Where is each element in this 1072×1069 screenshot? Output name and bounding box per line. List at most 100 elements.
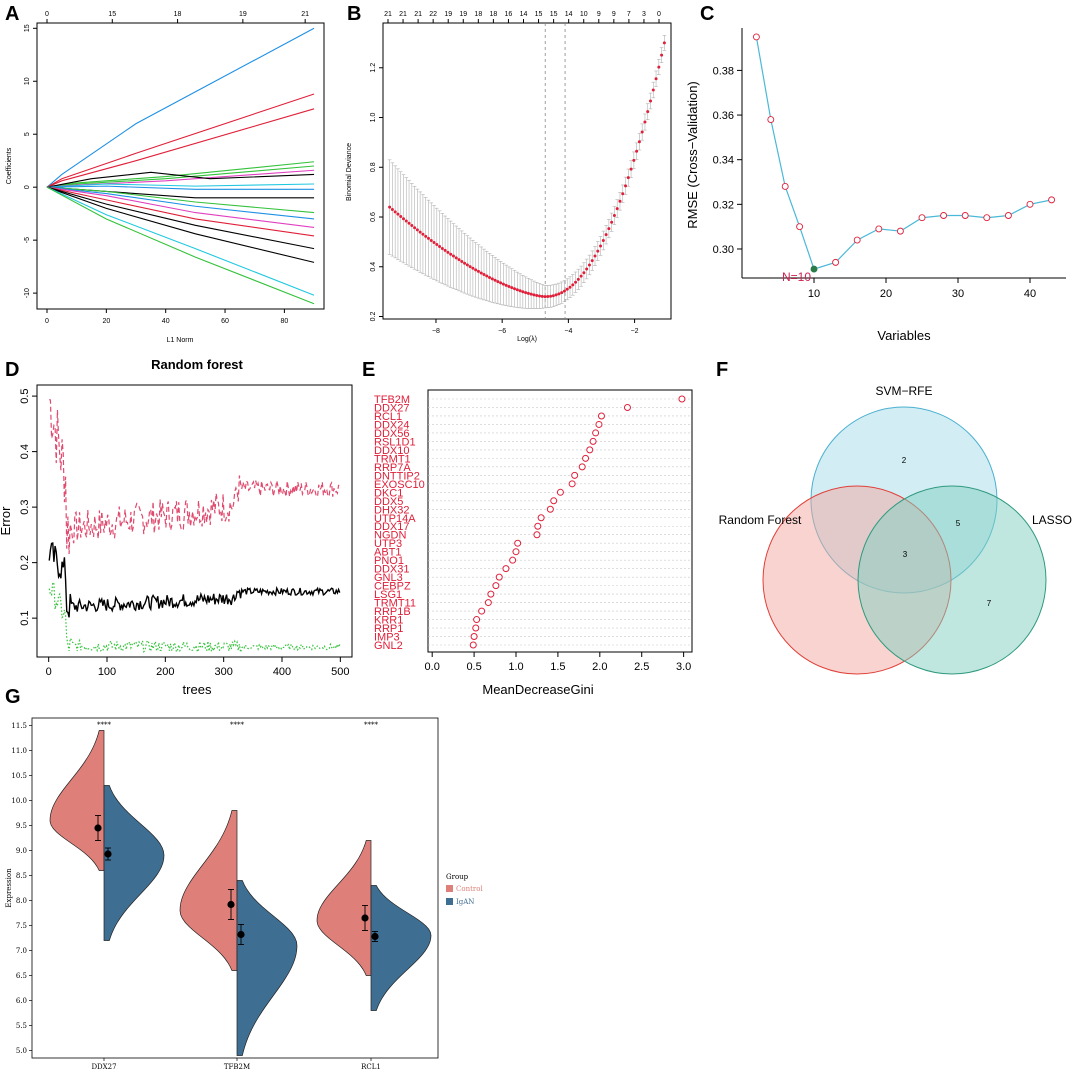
b-cv-point — [560, 291, 564, 295]
panel-b-points — [387, 35, 667, 309]
panel-e-xticks: 0.0 0.5 1.0 1.5 2.0 2.5 3.0 — [425, 652, 691, 673]
d-series-class1 — [49, 399, 341, 554]
g-violin-igan-rcl1 — [370, 885, 432, 1011]
e-gini-point — [478, 607, 486, 615]
e-gini-point — [502, 565, 510, 573]
venn-count-lasso-only: 7 — [987, 599, 992, 608]
panel-d-xticks: 0 100 200 300 400 500 — [46, 657, 350, 678]
b-cv-point — [582, 271, 586, 275]
panel-a-yticks: -10 -5 0 5 10 15 — [24, 24, 37, 298]
lasso-path-green3 — [46, 186, 315, 214]
g-violin-igan-tfb2m — [236, 880, 298, 1056]
b-cv-point — [612, 214, 616, 218]
c-xtick-label: 30 — [952, 288, 964, 300]
c-rmse-point — [940, 212, 948, 219]
panel-c-annotation: N=10 — [782, 270, 811, 284]
b-ytick-label: 1.2 — [370, 63, 377, 73]
b-cv-point — [435, 243, 439, 247]
a-ytick-label: 15 — [24, 24, 31, 32]
b-cv-point — [518, 289, 522, 293]
e-gini-point — [472, 624, 480, 632]
b-cv-point — [507, 285, 511, 289]
lasso-path-green4 — [46, 186, 315, 305]
panel-g-frame — [31, 717, 439, 1059]
e-gene-label: CEBPZ — [374, 581, 411, 593]
b-cv-point — [651, 88, 655, 92]
b-cv-point — [457, 258, 461, 262]
b-cv-point — [490, 277, 494, 281]
e-gene-label: IMP3 — [374, 632, 400, 644]
g-xtick-label: TFB2M — [224, 1063, 250, 1069]
e-gene-label: KRR1 — [374, 615, 403, 627]
b-ytick-label: 0.4 — [370, 262, 377, 272]
e-gene-label: GNL3 — [374, 572, 403, 584]
lasso-path-red1 — [46, 93, 315, 188]
a-toptick-label: 15 — [108, 11, 116, 18]
lasso-path-blue2 — [46, 185, 315, 190]
b-cv-point — [488, 275, 492, 279]
c-rmse-point — [961, 212, 969, 219]
panel-a-top-ticks: 0 15 18 19 21 — [45, 11, 309, 23]
e-xtick-label: 2.0 — [592, 661, 607, 673]
b-cv-point — [493, 278, 497, 282]
b-cv-point — [646, 110, 650, 114]
b-cv-point — [499, 281, 503, 285]
g-ytick-label: 11.5 — [11, 722, 27, 730]
b-cv-point — [474, 268, 478, 272]
g-xtick-label: DDX27 — [91, 1063, 116, 1069]
b-cv-point — [401, 217, 405, 221]
venn-label-random-forest: Random Forest — [719, 513, 802, 527]
e-gini-point — [578, 463, 586, 471]
lasso-path-magenta2 — [46, 186, 315, 228]
a-xtick-label: 60 — [221, 318, 229, 325]
e-gene-label: RCL1 — [374, 411, 402, 423]
e-gini-point — [568, 480, 576, 488]
c-rmse-point — [781, 183, 789, 190]
b-cv-point — [465, 263, 469, 267]
legend-swatch-control — [446, 885, 453, 892]
panel-d-frame — [36, 384, 353, 658]
b-cv-point — [524, 291, 528, 295]
panel-b-ylabel: Binomial Deviance — [346, 143, 353, 201]
panel-label-f: F — [716, 359, 728, 381]
legend-label-control: Control — [456, 885, 483, 893]
b-cv-point — [576, 277, 580, 281]
b-toptick-label: 22 — [429, 11, 437, 18]
e-xtick-label: 2.5 — [634, 661, 649, 673]
c-rmse-point — [767, 116, 775, 123]
b-toptick-label: 21 — [399, 11, 407, 18]
b-cv-point — [443, 248, 447, 252]
e-gini-point — [550, 497, 558, 505]
b-cv-point — [554, 293, 558, 297]
panel-b-xticks: −8 −6 −4 −2 — [432, 319, 639, 335]
e-gini-point — [514, 539, 522, 547]
g-ytick-label: 7.0 — [16, 947, 27, 955]
b-cv-point — [587, 263, 591, 267]
lasso-path-cyan1 — [46, 183, 315, 188]
b-cv-point — [446, 250, 450, 254]
c-rmse-point — [875, 225, 883, 233]
b-xtick-label: −2 — [631, 328, 639, 335]
e-gini-point — [484, 599, 492, 607]
b-xtick-label: −4 — [564, 328, 572, 335]
b-toptick-label: 9 — [612, 11, 616, 18]
c-ytick-label: 0.30 — [713, 244, 734, 256]
b-cv-point — [593, 254, 597, 258]
c-rmse-point — [983, 214, 991, 222]
b-cv-point — [626, 176, 630, 180]
c-rmse-point — [853, 236, 861, 244]
e-gene-label: DNTTIP2 — [374, 470, 420, 482]
a-xtick-label: 0 — [45, 318, 49, 325]
b-cv-point — [532, 293, 536, 297]
b-cv-point — [632, 158, 636, 162]
panel-d-ylabel: Error — [0, 506, 13, 536]
b-toptick-label: 21 — [384, 11, 392, 18]
b-toptick-label: 10 — [580, 11, 588, 18]
b-toptick-label: 0 — [657, 11, 661, 18]
b-cv-point — [543, 295, 547, 299]
e-gini-point — [473, 616, 481, 624]
g-violin-igan-ddx27 — [103, 785, 165, 941]
e-gene-label: DDX24 — [374, 419, 409, 431]
d-ytick-label: 0.1 — [19, 610, 31, 625]
venn-count-all-three: 3 — [903, 550, 908, 559]
